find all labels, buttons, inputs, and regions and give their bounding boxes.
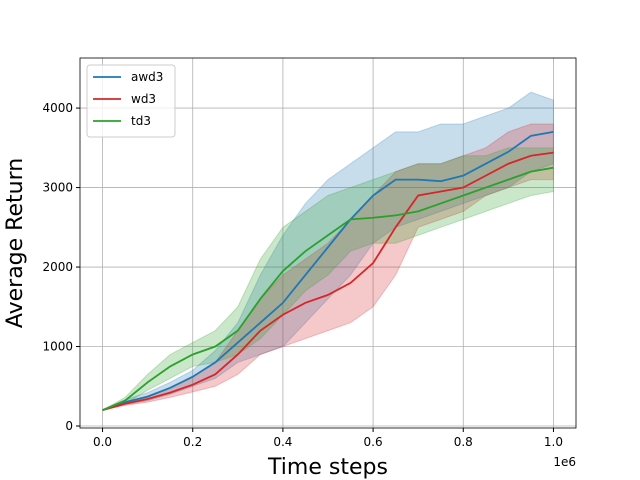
x-tick-label: 0.8 [454,435,473,449]
x-tick-label: 0.0 [93,435,112,449]
x-tick-label: 1.0 [544,435,563,449]
confidence-band [102,147,554,411]
line [102,166,554,411]
legend-label: td3 [131,114,151,128]
legend-label: awd3 [131,70,163,84]
x-axis-label: Time steps [267,455,388,480]
y-tick-label: 1000 [42,340,73,354]
x-tick-label: 0.6 [364,435,383,449]
y-tick-label: 2000 [42,260,73,274]
plot-frame [79,57,577,429]
x-tick-label: 0.2 [183,435,202,449]
y-axis-label: Average Return [3,158,28,328]
confidence-band [102,91,554,411]
x-tick-label: 0.4 [273,435,292,449]
line [102,131,554,411]
legend-label: wd3 [131,92,156,106]
y-tick-label: 3000 [42,181,73,195]
line [102,151,554,411]
x-offset-label: 1e6 [553,455,576,469]
y-tick-label: 4000 [42,101,73,115]
y-tick-label: 0 [65,419,73,433]
legend-box [86,64,176,138]
